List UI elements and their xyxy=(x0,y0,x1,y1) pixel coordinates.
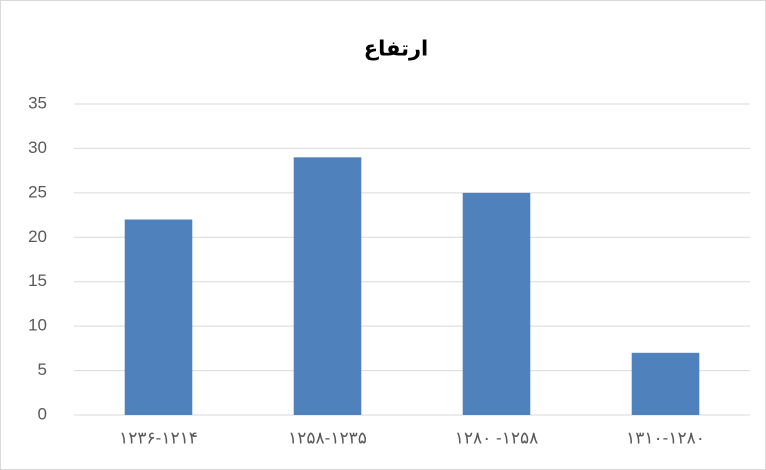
y-tick-label: 25 xyxy=(28,182,47,201)
bar xyxy=(462,192,531,415)
bar xyxy=(631,352,700,415)
bar xyxy=(124,219,193,415)
y-tick-label: 35 xyxy=(28,93,47,112)
y-tick-label: 0 xyxy=(38,404,47,423)
bar xyxy=(293,157,362,416)
x-tick-label: ۱۲۳۶-۱۲۱۴ xyxy=(119,428,198,447)
y-tick-label: 5 xyxy=(38,360,47,379)
chart-title: ارتفاع xyxy=(364,38,429,61)
y-tick-label: 15 xyxy=(28,271,47,290)
x-tick-label: ۱۲۸۰ -۱۲۵۸ xyxy=(455,428,538,447)
y-tick-label: 20 xyxy=(28,227,47,246)
y-tick-label: 30 xyxy=(28,138,47,157)
x-tick-label: ۱۳۱۰-۱۲۸۰ xyxy=(626,428,705,447)
y-tick-label: 10 xyxy=(28,316,47,335)
x-tick-label: ۱۲۵۸-۱۲۳۵ xyxy=(288,428,367,447)
